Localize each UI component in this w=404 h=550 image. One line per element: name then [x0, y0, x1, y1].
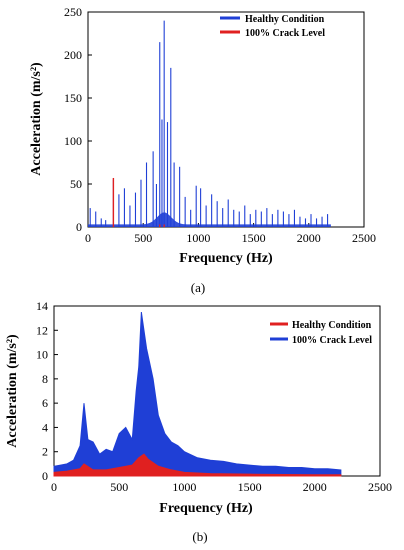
- chart-a-noise-floor: [88, 212, 331, 227]
- chart-b-xtick-label: 500: [110, 480, 128, 494]
- chart-b-caption: (b): [192, 529, 207, 544]
- chart-b-area-crack: [53, 312, 342, 477]
- chart-a-legend-crack: 100% Crack Level: [245, 28, 325, 39]
- chart-a-ytick-label: 250: [64, 5, 82, 19]
- chart-a-ytick-label: 150: [64, 91, 82, 105]
- chart-a: 0 500 1000 1500 2000 2500 0 50 100 150 200 250 Heal…: [29, 5, 376, 295]
- chart-a-legend: Healthy Condition 100% Crack Level: [220, 14, 325, 39]
- chart-b-axes: 0 500 1000 1500 2000 2500 0 2 4 6 8 10 12 14: [36, 299, 392, 494]
- chart-b-series: [53, 312, 342, 477]
- chart-a-xtick-label: 2000: [297, 231, 321, 245]
- chart-a-series: [88, 20, 331, 227]
- chart-a-legend-healthy: Healthy Condition: [245, 14, 325, 25]
- chart-b-ylabel: Acceleration (m/s²): [5, 334, 20, 448]
- chart-a-axes: 0 500 1000 1500 2000 2500 0 50 100 150 200 250: [64, 5, 376, 245]
- chart-b-plot-frame: [53, 305, 381, 477]
- chart-a-xtick-label: 0: [85, 231, 91, 245]
- chart-b-xlabel: Frequency (Hz): [159, 501, 253, 516]
- chart-b-legend-crack: 100% Crack Level: [292, 335, 372, 346]
- chart-b-ytick-label: 6: [42, 396, 48, 410]
- chart-a-xtick-label: 1000: [186, 231, 210, 245]
- chart-b-ytick-label: 12: [36, 323, 48, 337]
- chart-a-caption: (a): [191, 280, 205, 295]
- chart-b-legend-healthy: Healthy Condition: [292, 320, 372, 331]
- chart-b-xtick-label: 2500: [368, 480, 392, 494]
- chart-b-area-healthy: [53, 453, 342, 477]
- chart-b-ytick-label: 4: [42, 420, 48, 434]
- chart-a-ylabel: Acceleration (m/s²): [29, 62, 44, 176]
- chart-b-ytick-label: 8: [42, 372, 48, 386]
- chart-b-xtick-label: 1000: [172, 480, 196, 494]
- chart-a-ytick-label: 50: [70, 177, 82, 191]
- chart-b-xtick-label: 2000: [303, 480, 327, 494]
- chart-b-ytick-label: 0: [42, 469, 48, 483]
- chart-a-plot-frame: [87, 11, 365, 228]
- chart-b-xtick-label: 1500: [238, 480, 262, 494]
- chart-a-xtick-label: 1500: [242, 231, 266, 245]
- chart-b-ytick-label: 14: [36, 299, 48, 313]
- chart-a-xtick-label: 2500: [352, 231, 376, 245]
- chart-a-ytick-label: 100: [64, 134, 82, 148]
- chart-b-ytick-label: 2: [42, 445, 48, 459]
- chart-b: 0 500 1000 1500 2000 2500 0 2 4 6 8 10 12 14 Healthy …: [5, 299, 392, 544]
- chart-a-xtick-label: 500: [134, 231, 152, 245]
- chart-a-xlabel: Frequency (Hz): [179, 251, 273, 266]
- chart-b-ytick-label: 10: [36, 348, 48, 362]
- chart-b-xtick-label: 0: [51, 480, 57, 494]
- chart-a-ytick-label: 200: [64, 48, 82, 62]
- chart-a-ytick-label: 0: [76, 220, 82, 234]
- chart-b-legend: Healthy Condition 100% Crack Level: [270, 320, 372, 346]
